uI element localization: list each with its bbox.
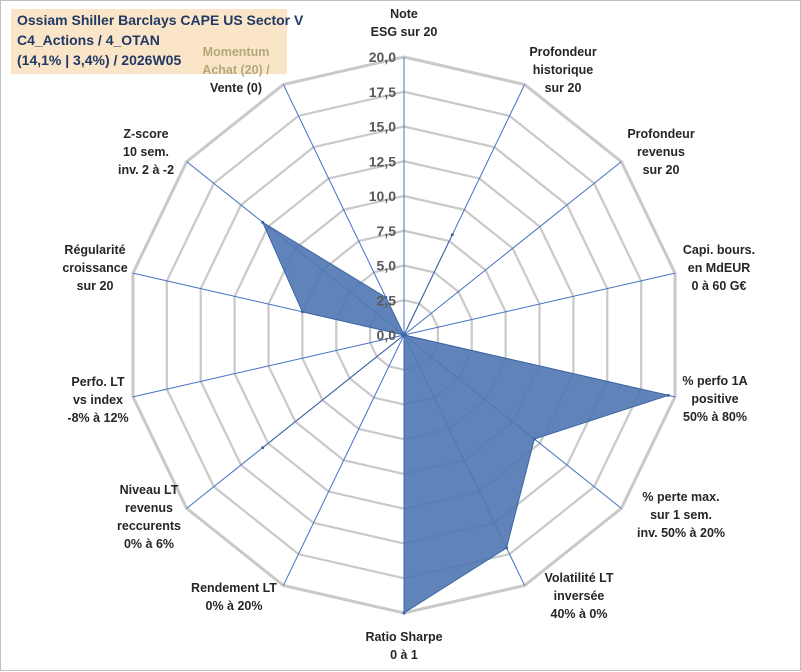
data-point <box>384 295 388 299</box>
axis-label: Capi. bours. en MdEUR 0 à 60 G€ <box>683 241 755 295</box>
data-point <box>450 233 454 237</box>
axis-label: Rendement LT 0% à 20% <box>191 579 277 615</box>
axis-label-line: historique <box>532 63 594 77</box>
axis-label-line: Ratio Sharpe <box>365 630 443 644</box>
axis-spoke <box>282 84 405 336</box>
axis-spoke <box>132 334 405 398</box>
data-point <box>261 446 265 450</box>
axis-label: Ratio Sharpe 0 à 1 <box>365 628 442 664</box>
axis-label-line: -8% à 12% <box>67 411 129 425</box>
axis-label-line: Niveau LT <box>119 483 179 497</box>
axis-label-line: Note <box>390 7 418 21</box>
data-point <box>402 333 406 337</box>
axis-spoke <box>403 272 676 336</box>
axis-label-line: ESG sur 20 <box>370 25 438 39</box>
axis-label-line: sur 20 <box>642 163 680 177</box>
axis-label-line: 10 sem. <box>123 145 169 159</box>
axis-label-line: 50% à 80% <box>683 410 747 424</box>
axis-label-line: inv. 2 à -2 <box>117 163 175 177</box>
chart-title-line-3: (14,1% | 3,4%) / 2026W05 <box>17 52 182 68</box>
axis-label-line: reccurents <box>117 519 181 533</box>
axis-label-line: sur 20 <box>544 81 582 95</box>
axis-label-line: Régularité <box>64 243 126 257</box>
axis-label: Z-score 10 sem. inv. 2 à -2 <box>118 125 174 179</box>
axis-label: % perte max. sur 1 sem. inv. 50% à 20% <box>637 488 725 542</box>
axis-label: Régularité croissance sur 20 <box>62 241 127 295</box>
data-point <box>532 437 536 441</box>
axis-label: Volatilité LT inversée 40% à 0% <box>545 569 614 623</box>
tick-label: 10,0 <box>369 188 396 204</box>
radar-series <box>261 220 671 615</box>
axis-label-line: Profondeur <box>627 127 695 141</box>
axis-label-line: 0 à 1 <box>390 648 418 662</box>
axis-label-line: positive <box>691 392 739 406</box>
axis-label-line: sur 1 sem. <box>650 508 712 522</box>
axis-label-line: 0% à 20% <box>205 599 263 613</box>
data-point <box>261 220 265 224</box>
data-point <box>402 611 406 615</box>
tick-label: 7,5 <box>377 223 397 239</box>
axis-label-line: Rendement LT <box>191 581 277 595</box>
axis-label-line: Achat (20) / <box>202 63 270 77</box>
axis-label-line: 0 à 60 G€ <box>691 279 747 293</box>
data-point <box>300 310 304 314</box>
tick-label: 17,5 <box>369 84 396 100</box>
axis-label-line: % perfo 1A <box>682 374 748 388</box>
axis-label-line: sur 20 <box>76 279 114 293</box>
tick-label: 0,0 <box>377 327 397 343</box>
chart-title-line-2: C4_Actions / 4_OTAN <box>17 32 160 48</box>
axis-label-line: en MdEUR <box>687 261 751 275</box>
axis-label: Niveau LT revenus reccurents 0% à 6% <box>117 481 181 553</box>
axis-label: Profondeur revenus sur 20 <box>627 125 694 179</box>
tick-label: 2,5 <box>377 292 397 308</box>
axis-label-line: inv. 50% à 20% <box>636 526 726 540</box>
radial-tick-labels: 0,0 2,5 5,0 7,5 10,0 12,5 15,0 17,5 20,0 <box>369 49 396 343</box>
axis-label: Note ESG sur 20 <box>371 5 438 41</box>
axis-label-line: inversée <box>553 589 605 603</box>
axis-label-line: % perte max. <box>642 490 720 504</box>
tick-label: 12,5 <box>369 153 396 169</box>
axis-label-line: Volatilité LT <box>544 571 614 585</box>
chart-title-box: Ossiam Shiller Barclays CAPE US Sector V… <box>11 9 303 74</box>
axis-spoke <box>282 334 405 586</box>
axis-label-line: Capi. bours. <box>682 243 756 257</box>
data-point <box>666 393 670 397</box>
axis-label-line: Momentum <box>202 45 270 59</box>
tick-label: 5,0 <box>377 258 397 274</box>
axis-spoke <box>403 161 622 336</box>
axis-label: Momentum Achat (20) / Vente (0) <box>202 43 269 97</box>
data-point <box>505 546 509 550</box>
axis-label: % perfo 1A positive 50% à 80% <box>682 372 747 426</box>
tick-label: 20,0 <box>369 49 396 65</box>
axis-label: Profondeur historique sur 20 <box>529 43 596 97</box>
axis-label-line: Perfo. LT <box>71 375 125 389</box>
axis-label-line: revenus <box>637 145 685 159</box>
axis-label-line: vs index <box>72 393 124 407</box>
chart-title-line-1: Ossiam Shiller Barclays CAPE US Sector V <box>17 12 304 28</box>
axis-label-line: 0% à 6% <box>123 537 175 551</box>
axis-label: Perfo. LT vs index -8% à 12% <box>67 373 128 427</box>
series-area <box>261 221 671 614</box>
axis-label-line: 40% à 0% <box>550 607 608 621</box>
axis-label-line: croissance <box>62 261 128 275</box>
axis-label-line: Vente (0) <box>209 81 263 95</box>
axis-label-line: revenus <box>125 501 173 515</box>
tick-label: 15,0 <box>369 119 396 135</box>
axis-label-line: Profondeur <box>529 45 597 59</box>
axis-label-line: Z-score <box>123 127 169 141</box>
